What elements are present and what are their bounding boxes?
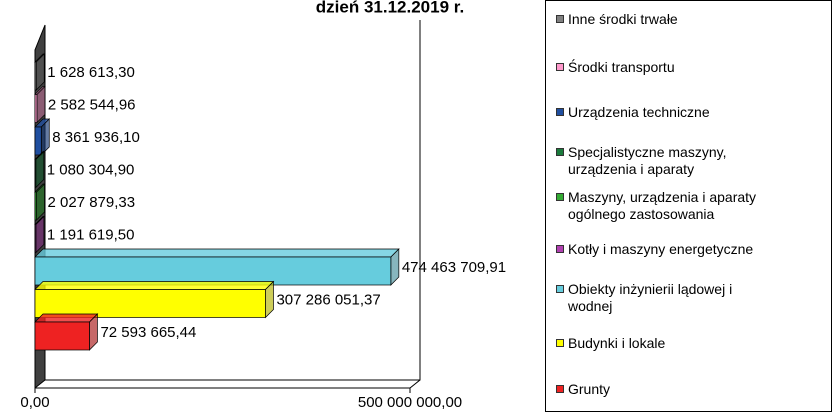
bar (34, 215, 45, 254)
legend-label: Maszyny, urządzenia i aparaty ogólnego z… (568, 189, 757, 222)
value-label: 1 080 304,90 (47, 161, 135, 178)
x-tick-label: 0,00 (20, 394, 49, 411)
legend-swatch (556, 193, 564, 201)
bar (34, 313, 99, 351)
bar (34, 150, 45, 189)
legend-label: Urządzenia techniczne (568, 104, 710, 120)
legend-label: Obiekty inżynierii lądowej i wodnej (568, 281, 733, 314)
legend-swatch (556, 285, 564, 293)
value-label: 72 593 665,44 (100, 324, 196, 341)
chart-title: dzień 31.12.2019 r. (316, 0, 464, 16)
legend-entry: Inne środki trwałe (556, 11, 834, 28)
bar (34, 53, 46, 91)
value-label: 2 027 879,33 (48, 194, 136, 211)
legend-entry: Obiekty inżynierii lądowej i wodnej (556, 281, 834, 315)
legend-swatch (556, 15, 564, 23)
legend-swatch (556, 245, 564, 253)
legend-entry: Budynki i lokale (556, 335, 834, 352)
legend-label: Inne środki trwałe (568, 11, 678, 27)
legend-entry: Urządzenia techniczne (556, 104, 834, 121)
bar (34, 248, 400, 286)
value-label: 1 191 619,50 (47, 226, 135, 243)
value-label: 1 628 613,30 (47, 64, 135, 81)
legend-entry: Środki transportu (556, 59, 834, 76)
x-tick-label: 500 000 000,00 (358, 394, 462, 411)
value-label: 307 286 051,37 (276, 291, 380, 308)
legend-entry: Kotły i maszyny energetyczne (556, 241, 834, 258)
legend-swatch (556, 339, 564, 347)
legend-swatch (556, 63, 564, 71)
bar (34, 280, 275, 319)
legend-swatch (556, 385, 564, 393)
legend-entry: Maszyny, urządzenia i aparaty ogólnego z… (556, 189, 834, 223)
bar (34, 118, 51, 156)
chart: dzień 31.12.2019 r. 0,00 500 000 000,00 1 … (20, 0, 506, 411)
legend-label: Budynki i lokale (568, 335, 666, 351)
legend-label: Grunty (568, 381, 611, 397)
value-label: 2 582 544,96 (48, 96, 136, 113)
legend-swatch (556, 148, 564, 156)
legend-entry: Specjalistyczne maszyny, urządzenia i ap… (556, 144, 834, 178)
legend: Inne środki trwałe Środki transportu Urząd… (545, 0, 832, 412)
bar (34, 183, 46, 221)
legend-label: Kotły i maszyny energetyczne (568, 241, 754, 257)
value-label: 8 361 936,10 (52, 129, 140, 146)
floor (35, 379, 421, 389)
legend-swatch (556, 108, 564, 116)
bar (34, 85, 46, 124)
legend-entry: Grunty (556, 381, 834, 398)
value-label: 474 463 709,91 (402, 259, 506, 276)
legend-label: Środki transportu (568, 59, 675, 75)
legend-label: Specjalistyczne maszyny, urządzenia i ap… (568, 144, 727, 177)
